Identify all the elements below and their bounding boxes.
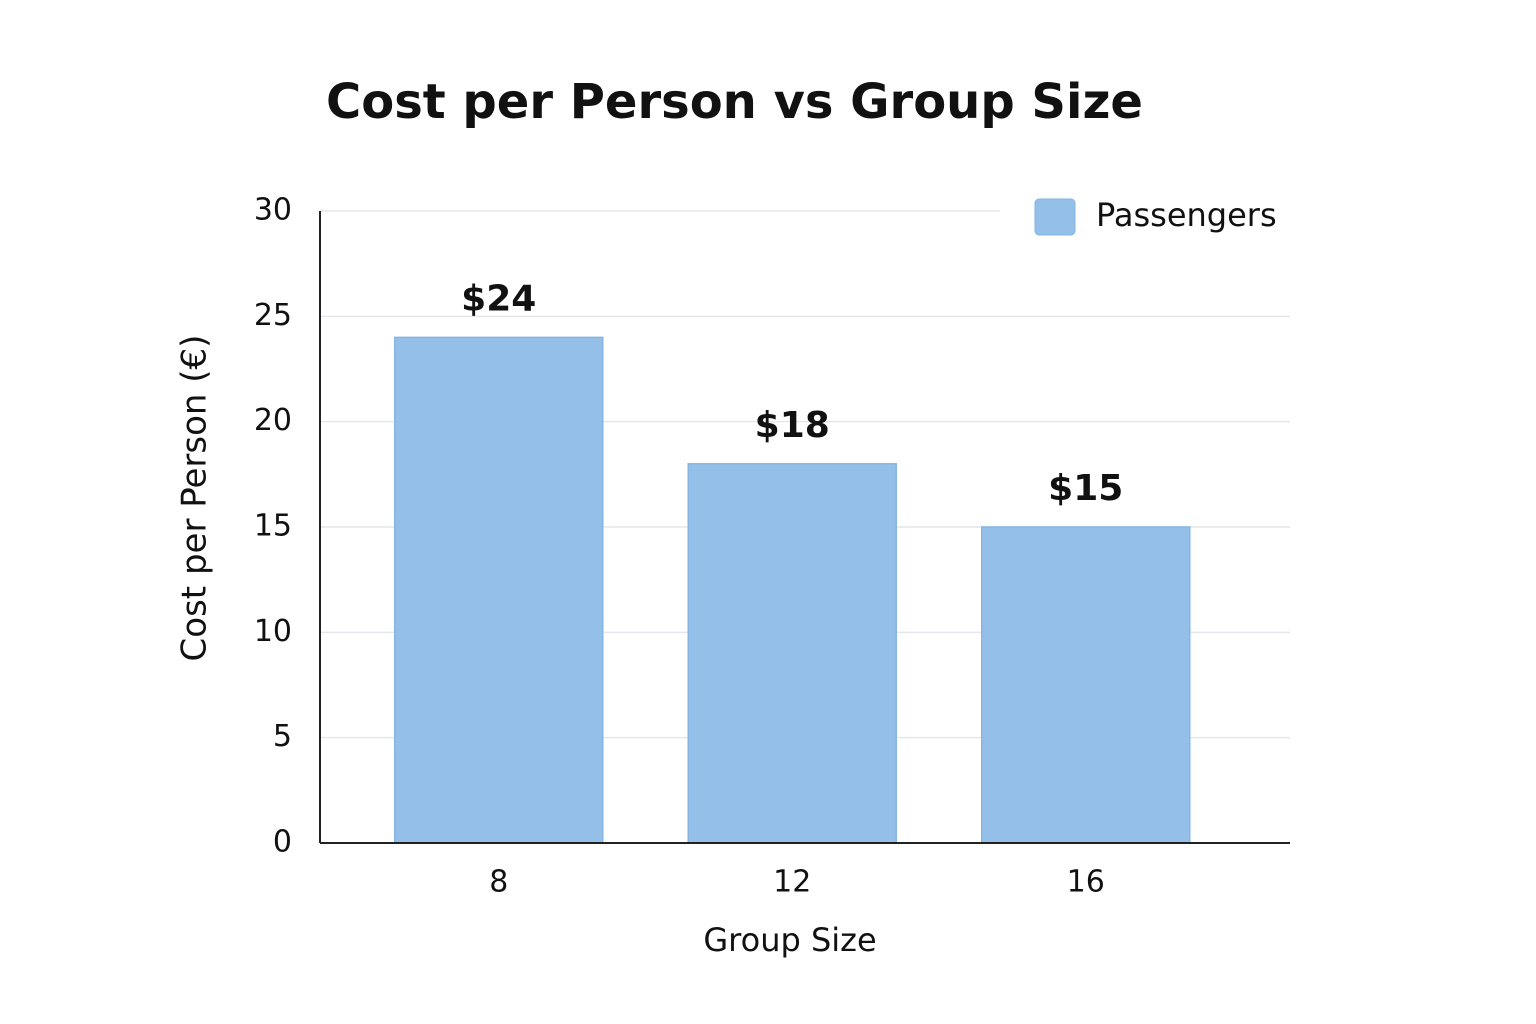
- bar: [394, 336, 604, 844]
- y-tick-label: 15: [254, 509, 292, 544]
- bar: [981, 526, 1191, 844]
- value-label: $15: [1048, 468, 1123, 509]
- y-axis-title: Cost per Person (€): [175, 335, 215, 662]
- x-tick-label: 16: [1067, 865, 1105, 900]
- value-label: $24: [461, 278, 536, 319]
- y-tick-label: 10: [254, 614, 292, 649]
- chart-title: Cost per Person vs Group Size: [326, 74, 1143, 130]
- y-tick-label: 25: [254, 298, 292, 333]
- x-axis-title: Group Size: [703, 921, 876, 959]
- y-tick-label: 20: [254, 403, 292, 438]
- y-tick-label: 5: [273, 719, 292, 754]
- value-label: $18: [755, 405, 830, 446]
- y-tick-label: 0: [273, 825, 292, 860]
- legend-swatch: [1034, 198, 1076, 236]
- x-tick-label: 12: [773, 865, 811, 900]
- bar: [687, 463, 897, 844]
- legend-label: Passengers: [1096, 196, 1277, 234]
- x-tick-label: 8: [489, 865, 508, 900]
- y-tick-label: 30: [254, 193, 292, 228]
